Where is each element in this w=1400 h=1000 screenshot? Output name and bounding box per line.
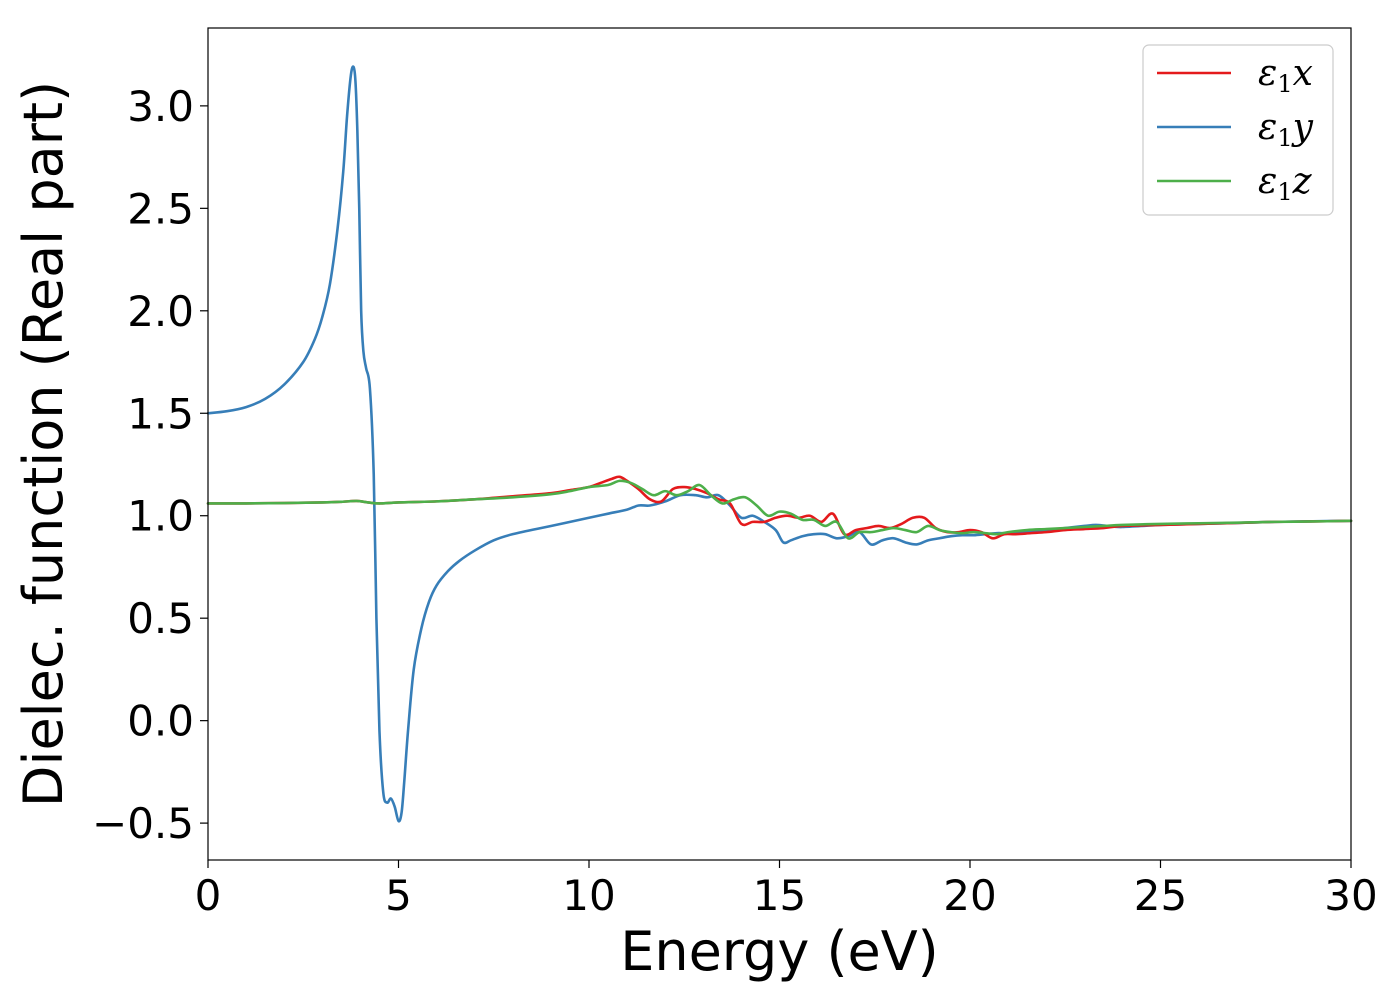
legend-label-x: ε1x: [1258, 53, 1313, 98]
x-tick-label: 30: [1324, 871, 1377, 920]
y-tick-label: 2.0: [127, 287, 194, 336]
legend-label-z: ε1z: [1258, 161, 1313, 206]
x-tick-label: 0: [195, 871, 222, 920]
legend: ε1x ε1y ε1z: [1142, 44, 1334, 216]
x-tick-label: 10: [562, 871, 615, 920]
y-tick-label: −0.5: [92, 799, 194, 848]
y-tick-label: 2.5: [127, 184, 194, 233]
legend-frame: [1142, 44, 1334, 216]
y-tick-label: 1.0: [127, 492, 194, 541]
legend-items: ε1x ε1y ε1z: [1157, 53, 1314, 206]
y-axis-ticks: −0.5 0.0 0.5 1.0 1.5 2.0 2.5 3.0: [92, 82, 208, 848]
legend-label-y: ε1y: [1258, 107, 1314, 152]
series-line-z: [206, 479, 1353, 540]
x-tick-label: 20: [943, 871, 996, 920]
y-axis-title: Dielec. function (Real part): [12, 81, 75, 807]
x-tick-label: 25: [1134, 871, 1187, 920]
x-tick-label: 5: [385, 871, 412, 920]
y-tick-label: 0.0: [127, 697, 194, 746]
y-tick-label: 3.0: [127, 82, 194, 131]
x-tick-label: 15: [753, 871, 806, 920]
x-axis-title: Energy (eV): [620, 920, 939, 983]
x-axis-ticks: 0 5 10 15 20 25 30: [195, 860, 1378, 920]
y-tick-label: 0.5: [127, 594, 194, 643]
series-layer: [206, 65, 1353, 823]
y-tick-label: 1.5: [127, 389, 194, 438]
